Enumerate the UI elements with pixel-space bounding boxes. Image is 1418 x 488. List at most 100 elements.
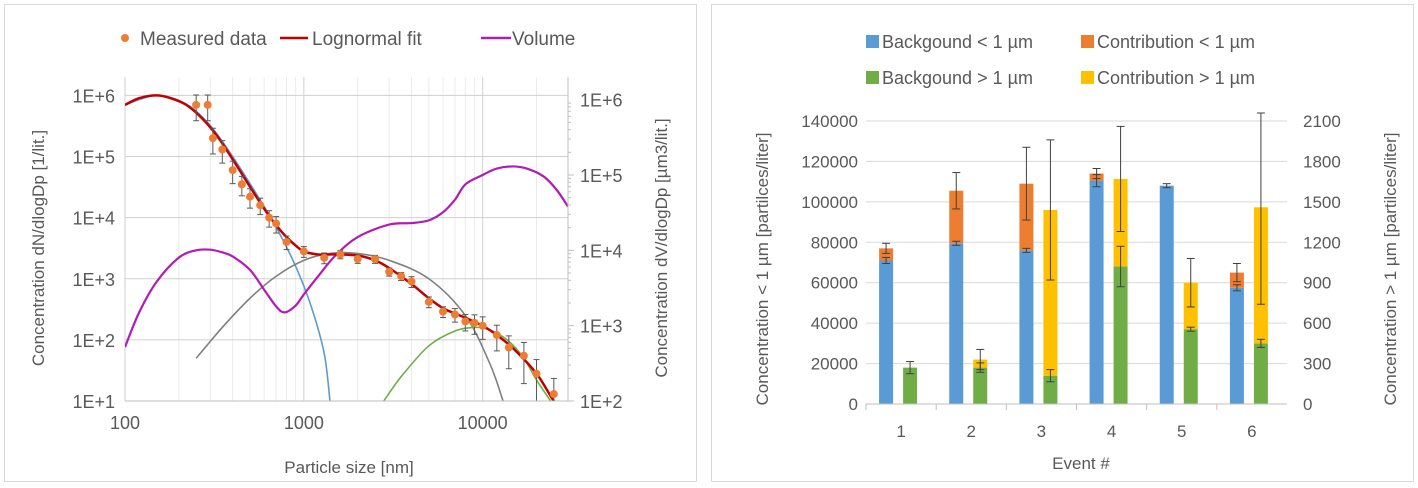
volume-curve <box>125 165 568 348</box>
left-gridlines <box>124 77 569 402</box>
y2-tick-label: 1500 <box>1303 193 1341 212</box>
lognormal-fit-curve <box>125 94 556 401</box>
bar-background-large <box>1043 375 1058 404</box>
measured-point <box>549 390 558 399</box>
bar-background-large <box>1183 329 1198 404</box>
measured-data-markers <box>192 94 558 401</box>
x-tick-label: 1 <box>896 422 905 441</box>
measured-point <box>299 247 308 256</box>
measured-point <box>208 134 217 143</box>
measured-point <box>450 310 459 319</box>
y-tick-label: 0 <box>849 395 858 414</box>
y-tick-label: 1E+1 <box>72 392 115 412</box>
left-chart-panel: 100 1000 10000 1E+1 1E+2 1E+3 1E+4 1E+5 1E+6 1E+2… <box>4 4 697 482</box>
measured-point <box>371 255 380 264</box>
legend-label-fit: Lognormal fit <box>312 29 423 50</box>
right-axes: 0 20000 40000 60000 80000 100000 120000 140000 0… <box>801 112 1341 441</box>
bar-background-large <box>1253 343 1268 404</box>
measured-point <box>470 318 479 327</box>
left-x-axis-label: Particle size [nm] <box>284 458 413 477</box>
measured-point <box>256 201 265 210</box>
y2-tick-label: 1800 <box>1303 152 1341 171</box>
measured-point <box>320 253 329 262</box>
y-tick-label: 140000 <box>801 112 858 131</box>
measured-point <box>492 331 501 340</box>
y-tick-label: 1E+5 <box>72 148 115 168</box>
measured-point <box>438 307 447 316</box>
x-tick-label: 4 <box>1107 422 1116 441</box>
mode3-curve <box>383 326 552 401</box>
legend-swatch-bg-large <box>866 71 879 84</box>
measured-point <box>407 277 416 286</box>
left-y-axis-label: Concentration dN/dlogDp [1/lit.] <box>29 130 48 366</box>
legend-label-volume: Volume <box>512 29 575 50</box>
event-concentration-chart: 0 20000 40000 60000 80000 100000 120000 140000 0… <box>753 32 1400 473</box>
y2-tick-label: 2100 <box>1303 112 1341 131</box>
measured-point <box>282 237 291 246</box>
x-tick-label: 1000 <box>284 413 324 433</box>
measured-point <box>192 100 201 109</box>
left-axes: 100 1000 10000 1E+1 1E+2 1E+3 1E+4 1E+5 1E+6 1E+2… <box>72 77 623 433</box>
legend-swatch-bg-small <box>866 35 879 48</box>
measured-point <box>424 297 433 306</box>
left-curves <box>125 94 568 401</box>
left-legend: Measured data Lognormal fit Volume <box>121 29 575 50</box>
x-tick-label: 6 <box>1247 422 1256 441</box>
bar-background-small <box>1229 287 1244 404</box>
y2-tick-label: 1E+6 <box>580 91 623 111</box>
right-legend: Backgound < 1 µm Contribution < 1 µm Bac… <box>866 32 1255 88</box>
x-tick-label: 5 <box>1177 422 1186 441</box>
measured-point <box>478 321 487 330</box>
legend-marker-measured <box>121 34 129 42</box>
x-tick-label: 3 <box>1037 422 1046 441</box>
x-tick-label: 100 <box>110 413 140 433</box>
measured-point <box>385 267 394 276</box>
y-tick-label: 20000 <box>811 355 858 374</box>
right-chart-panel: 0 20000 40000 60000 80000 100000 120000 140000 0… <box>711 4 1414 482</box>
right-bars <box>879 173 1268 404</box>
bar-background-large <box>1113 266 1128 404</box>
measured-point <box>246 192 255 201</box>
measured-point <box>532 369 541 378</box>
bar-background-large <box>973 367 988 404</box>
y-tick-label: 40000 <box>811 314 858 333</box>
y-tick-label: 1E+2 <box>72 331 115 351</box>
measured-point <box>336 250 345 259</box>
right-gridlines <box>866 120 1287 365</box>
measured-point <box>228 166 237 175</box>
right-x-axis-label: Event # <box>1052 454 1110 473</box>
x-tick-label: 10000 <box>458 413 508 433</box>
bar-contribution-small <box>949 190 964 244</box>
mode2-curve <box>195 251 504 401</box>
y2-tick-label: 1200 <box>1303 233 1341 252</box>
legend-label-bg-small: Backgound < 1 µm <box>882 32 1033 52</box>
y-tick-label: 120000 <box>801 152 858 171</box>
y-tick-label: 100000 <box>801 193 858 212</box>
bar-background-small <box>1159 185 1174 404</box>
bar-contribution-large <box>1043 209 1058 376</box>
measured-point <box>218 145 227 154</box>
measured-point <box>353 255 362 264</box>
right-error-bars <box>882 112 1265 383</box>
legend-swatch-contrib-small <box>1081 35 1094 48</box>
legend-swatch-contrib-large <box>1081 71 1094 84</box>
bar-background-small <box>879 260 894 404</box>
measured-point <box>237 180 246 189</box>
y2-tick-label: 1E+4 <box>580 241 623 261</box>
measured-point <box>265 213 274 222</box>
particle-size-distribution-chart: 100 1000 10000 1E+1 1E+2 1E+3 1E+4 1E+5 1E+6 1E+2… <box>29 29 671 477</box>
legend-label-measured: Measured data <box>140 29 267 50</box>
measured-point <box>272 219 281 228</box>
left-y2-axis-label: Concentration dV/dlogDp [µm3/lit.] <box>652 118 671 377</box>
measured-point <box>519 351 528 360</box>
y2-tick-label: 1E+2 <box>580 392 623 412</box>
x-tick-label: 2 <box>967 422 976 441</box>
legend-label-bg-large: Backgound > 1 µm <box>882 68 1033 88</box>
y-tick-label: 1E+6 <box>72 86 115 106</box>
y2-tick-label: 300 <box>1303 355 1331 374</box>
y2-tick-label: 900 <box>1303 274 1331 293</box>
bar-background-small <box>949 243 964 404</box>
measured-point <box>203 100 212 109</box>
legend-label-contrib-large: Contribution > 1 µm <box>1097 68 1255 88</box>
y-tick-label: 80000 <box>811 233 858 252</box>
